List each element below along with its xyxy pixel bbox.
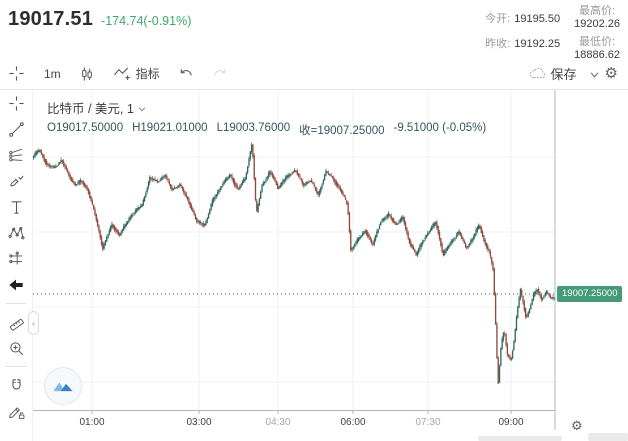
last-price-tag: 19007.25000 (557, 286, 623, 302)
chart-toolbar: 1m 指标 (0, 58, 628, 90)
tool-xabcd-pattern[interactable] (2, 220, 30, 246)
save-menu-chevron-down-icon[interactable] (590, 65, 599, 83)
tool-zoom-in[interactable] (2, 335, 30, 361)
stat-high-value: 19202.26 (574, 18, 620, 30)
redo-button[interactable] (205, 64, 235, 84)
candlestick-style-icon (79, 66, 95, 82)
time-axis-label: 03:00 (186, 417, 212, 428)
collapse-chevron-icon: ‹ (32, 318, 35, 328)
tool-magnet[interactable] (2, 372, 30, 398)
price-change: -174.74(-0.91%) (101, 14, 192, 28)
tool-brush[interactable] (2, 168, 30, 194)
stat-prev-close-label: 昨收: (485, 38, 511, 50)
tool-trend-line[interactable] (2, 116, 30, 142)
toolbar-left: 1m 指标 (0, 62, 522, 85)
chart-style-button[interactable] (72, 63, 102, 85)
tool-ruler[interactable] (2, 309, 30, 335)
sidebar-collapse-handle[interactable]: ‹ (28, 311, 39, 335)
mountain-logo-icon (53, 382, 73, 392)
drawing-tools-sidebar (0, 90, 33, 441)
time-axis-settings-gear-icon[interactable]: ⚙ (571, 418, 583, 433)
chart-legend: 比特币 / 美元, 1 O19017.50000 H19021.01000 L1… (47, 98, 486, 138)
ohlc-close: 收=19007.25000 (299, 125, 385, 137)
toolbar-right: 保存 ⚙ (522, 61, 628, 86)
big-quote: 19017.51 -174.74(-0.91%) (8, 8, 191, 31)
time-axis-label: 04:30 (265, 417, 291, 428)
ohlc-row: O19017.50000 H19021.01000 L19003.76000 收… (47, 122, 486, 138)
bottom-edge-artifact (588, 433, 628, 441)
ohlc-low: L19003.76000 (216, 122, 291, 134)
stat-open-label: 今开: (485, 13, 511, 25)
stat-prev-close: 昨收: 19192.25 (485, 35, 560, 51)
stat-open-value: 19195.50 (514, 13, 561, 25)
stats-open-prevclose: 今开: 19195.50 昨收: 19192.25 (485, 2, 560, 51)
cursor-crosshair-button[interactable] (0, 62, 33, 85)
undo-button[interactable] (171, 64, 201, 84)
time-axis-label: 06:00 (340, 417, 366, 428)
save-label: 保存 (550, 67, 577, 82)
stat-low-value: 18886.62 (574, 49, 620, 61)
stat-open: 今开: 19195.50 (485, 10, 560, 26)
interval-button[interactable]: 1m (37, 64, 68, 84)
redo-icon (212, 67, 228, 81)
sidebar-divider (5, 303, 27, 304)
symbol-chevron-down-icon (138, 101, 146, 115)
tool-arrow-marker[interactable] (2, 272, 30, 298)
time-axis[interactable]: ⚙ 01:00 03:00 04:30 06:00 07:30 09:00 (0, 410, 628, 441)
stats-high-low: 最高价: 19202.26 最低价: 18886.62 (574, 2, 626, 64)
symbol-title: 比特币 / 美元, 1 (47, 102, 134, 116)
symbol-row[interactable]: 比特币 / 美元, 1 (47, 98, 486, 117)
tool-gann-fibonacci[interactable] (2, 142, 30, 168)
stat-prev-close-value: 19192.25 (514, 38, 561, 50)
chart-settings-gear-icon[interactable]: ⚙ (604, 65, 618, 82)
stat-high-label: 最高价: (579, 5, 616, 17)
crosshair-icon (8, 65, 25, 82)
ohlc-high: H19021.01000 (132, 122, 208, 134)
time-axis-label: 09:00 (498, 417, 524, 428)
indicators-label: 指标 (135, 67, 160, 81)
quote-header: 19017.51 -174.74(-0.91%) 今开: 19195.50 昨收:… (0, 0, 628, 61)
indicators-button[interactable]: 指标 (106, 62, 167, 85)
time-axis-label: 07:30 (415, 417, 441, 428)
tool-drawing-lock[interactable] (2, 398, 30, 424)
undo-icon (178, 67, 194, 81)
session-stats: 今开: 19195.50 昨收: 19192.25 最高价: 19202.26 最低… (485, 2, 626, 64)
save-layout-button[interactable]: 保存 (522, 61, 584, 86)
bottom-edge-artifact (478, 436, 562, 441)
sidebar-divider (5, 366, 27, 367)
ohlc-change: -9.51000 (-0.05%) (393, 122, 487, 134)
tool-text[interactable] (2, 194, 30, 220)
indicators-icon (113, 66, 132, 82)
time-axis-label: 01:00 (79, 417, 105, 428)
ohlc-open: O19017.50000 (47, 122, 124, 134)
last-price: 19017.51 (8, 8, 94, 30)
stat-low-label: 最低价: (579, 36, 616, 48)
candlestick-series (32, 142, 556, 385)
broker-logo-watermark (44, 367, 82, 405)
interval-label: 1m (44, 66, 61, 81)
axes (33, 90, 556, 430)
tool-prediction[interactable] (2, 246, 30, 272)
grid-lines (33, 90, 555, 410)
tool-crosshair[interactable] (2, 90, 30, 116)
cloud-icon (529, 67, 547, 80)
